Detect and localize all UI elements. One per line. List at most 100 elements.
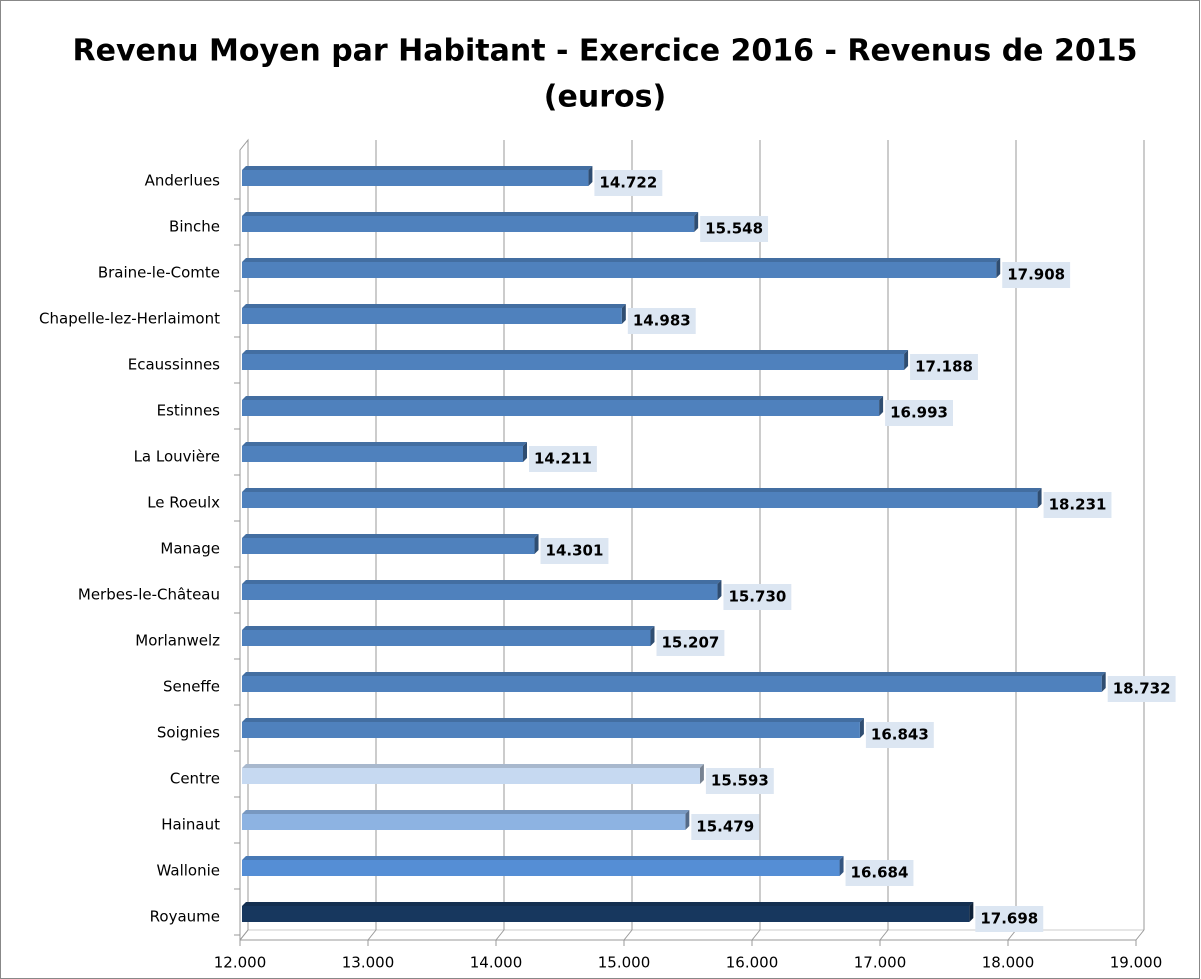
value-label-bg — [691, 814, 760, 840]
bar-end — [650, 626, 655, 646]
y-tick-label: La Louvière — [134, 448, 220, 466]
bar-end — [699, 764, 704, 784]
y-tick-label: Binche — [169, 218, 220, 236]
grid-floor — [495, 929, 505, 941]
y-tick-label: Seneffe — [163, 678, 220, 696]
bar-top — [242, 902, 974, 906]
value-label: 18.231 — [1049, 496, 1107, 514]
x-tick-label: 18.000 — [982, 954, 1035, 972]
value-label-bg — [723, 584, 792, 610]
value-label-bg — [700, 216, 769, 242]
bar — [242, 538, 535, 554]
value-label-bg — [885, 400, 953, 426]
bar-end — [996, 258, 1001, 278]
bar-end — [1037, 488, 1042, 508]
bar-top — [242, 258, 1001, 262]
bar-top — [242, 304, 626, 308]
y-tick-label: Ecaussinnes — [128, 356, 220, 374]
grid-floor — [367, 929, 377, 941]
value-label-bg — [845, 860, 914, 886]
bar-top — [242, 580, 722, 584]
bar — [242, 216, 695, 232]
bar — [242, 584, 718, 600]
chart-subtitle: (euros) — [544, 80, 666, 115]
value-label-bg — [705, 768, 774, 794]
bar-end — [685, 810, 690, 830]
bar — [242, 492, 1038, 508]
value-label: 14.722 — [599, 174, 657, 192]
grid-floor — [879, 929, 889, 941]
bar — [242, 308, 622, 324]
bar — [242, 814, 686, 830]
y-tick-label: Morlanwelz — [135, 632, 220, 650]
grid-floor — [751, 929, 761, 941]
bar — [242, 446, 524, 462]
value-label: 15.479 — [696, 818, 754, 836]
value-label-bg — [910, 354, 978, 380]
bar-top — [242, 718, 864, 722]
value-label: 17.698 — [980, 910, 1038, 928]
bar-end — [1101, 672, 1106, 692]
bar-top — [242, 626, 655, 630]
y-tick-label: Centre — [170, 770, 220, 788]
value-label: 15.593 — [711, 772, 769, 790]
x-tick-label: 14.000 — [470, 954, 523, 972]
bar-top — [242, 534, 539, 538]
bar-end — [859, 718, 864, 738]
value-label: 15.207 — [661, 634, 719, 652]
y-tick-label: Royaume — [150, 908, 220, 926]
value-label-bg — [1002, 262, 1071, 288]
value-label-bg — [656, 630, 725, 656]
bar — [242, 676, 1102, 692]
x-tick-label: 13.000 — [342, 954, 395, 972]
value-label-bg — [1107, 676, 1176, 702]
x-tick-label: 12.000 — [214, 954, 267, 972]
value-label: 14.301 — [546, 542, 604, 560]
bar-top — [242, 396, 884, 400]
bar-top — [242, 810, 690, 814]
bar — [242, 722, 860, 738]
value-label: 14.211 — [534, 450, 592, 468]
bar-top — [242, 856, 844, 860]
x-tick-label: 15.000 — [598, 954, 651, 972]
x-tick-label: 17.000 — [854, 954, 907, 972]
value-label: 16.684 — [851, 864, 909, 882]
value-label-bg — [529, 446, 597, 472]
bar-top — [242, 672, 1106, 676]
bar-end — [694, 212, 699, 232]
y-tick-label: Estinnes — [157, 402, 221, 420]
bar-end — [534, 534, 539, 554]
bar — [242, 630, 651, 646]
value-label: 17.188 — [915, 358, 973, 376]
bar — [242, 170, 589, 186]
bar — [242, 354, 905, 370]
bar — [242, 768, 700, 784]
y-tick-label: Soignies — [157, 724, 220, 742]
bar-end — [588, 166, 593, 186]
bar — [242, 860, 840, 876]
y-tick-label: Wallonie — [157, 862, 220, 880]
y-tick-label: Braine-le-Comte — [98, 264, 220, 282]
y-tick-label: Chapelle-lez-Herlaimont — [39, 310, 220, 328]
x-tick-label: 16.000 — [726, 954, 779, 972]
value-label-bg — [1043, 492, 1112, 518]
y-tick-label: Le Roeulx — [147, 494, 220, 512]
value-label: 16.843 — [871, 726, 929, 744]
chart-title: Revenu Moyen par Habitant - Exercice 201… — [73, 34, 1138, 69]
bar-top — [242, 212, 699, 216]
value-label: 16.993 — [890, 404, 948, 422]
bar — [242, 906, 970, 922]
value-label: 17.908 — [1007, 266, 1065, 284]
value-label: 15.730 — [728, 588, 786, 606]
bar-end — [717, 580, 722, 600]
bar-end — [969, 902, 974, 922]
value-label: 18.732 — [1113, 680, 1171, 698]
bar-top — [242, 488, 1042, 492]
y-tick-label: Manage — [160, 540, 220, 558]
bar-top — [242, 166, 593, 170]
value-label: 14.983 — [633, 312, 691, 330]
y-tick-label: Merbes-le-Château — [78, 586, 220, 604]
value-label-bg — [627, 308, 696, 334]
y-tick-label: Anderlues — [145, 172, 221, 190]
